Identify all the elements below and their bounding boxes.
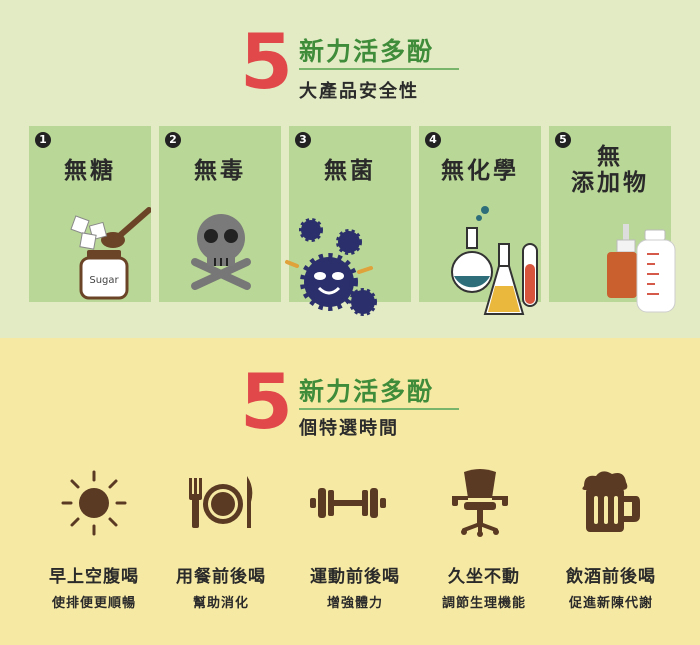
card-number: 4	[425, 132, 441, 148]
card-number: 3	[295, 132, 311, 148]
card-number: 5	[555, 132, 571, 148]
sugar-jar-icon: Sugar	[70, 207, 151, 300]
germs-icon	[285, 218, 377, 316]
card-label: 無糖	[64, 158, 116, 184]
title-underline	[299, 68, 459, 70]
number-five-heading: 5	[240, 357, 293, 446]
card-label: 無化學	[441, 158, 519, 184]
section2-subtitle: 個特選時間	[299, 418, 399, 439]
bottles-icon	[607, 224, 676, 313]
time-desc-meal: 幫助消化	[192, 596, 249, 611]
time-label-drinking: 飲酒前後喝	[566, 567, 656, 587]
card-sterile: 3 無菌	[285, 126, 411, 316]
card-number: 2	[165, 132, 181, 148]
time-label-sitting: 久坐不動	[448, 567, 520, 587]
section1-title: 新力活多酚	[299, 37, 435, 66]
card-label-line1: 無	[597, 144, 623, 170]
dining-plate-icon	[189, 476, 253, 528]
card-sugar-free: 1 無糖 Sugar	[29, 126, 151, 302]
sun-icon	[61, 470, 127, 536]
card-label: 無菌	[324, 158, 376, 184]
dumbbell-icon	[310, 488, 386, 518]
title-underline	[299, 408, 459, 410]
lab-flasks-icon	[451, 206, 538, 315]
card-label: 無 添加物	[549, 144, 671, 197]
time-label-exercise: 運動前後喝	[310, 567, 400, 587]
section2-title: 新力活多酚	[299, 377, 435, 406]
jar-label: Sugar	[89, 275, 119, 286]
card-label-line2: 添加物	[571, 170, 649, 197]
card-non-toxic: 2 無毒	[159, 126, 281, 302]
time-desc-exercise: 增強體力	[326, 596, 383, 611]
section1-subtitle: 大產品安全性	[299, 81, 419, 102]
time-label-meal: 用餐前後喝	[176, 567, 266, 587]
number-five-heading: 5	[240, 17, 293, 106]
beer-mug-icon	[582, 471, 640, 532]
time-desc-morning: 使排便更順暢	[51, 596, 136, 611]
card-number: 1	[35, 132, 51, 148]
office-chair-icon	[452, 469, 508, 537]
time-desc-drinking: 促進新陳代謝	[568, 596, 653, 611]
recommended-times-section	[0, 338, 700, 645]
card-no-additives: 5 無 添加物	[549, 126, 676, 313]
card-chemical-free: 4 無化學	[419, 126, 541, 315]
card-label: 無毒	[194, 158, 246, 184]
time-desc-sitting: 調節生理機能	[441, 596, 526, 611]
skull-crossbones-icon	[191, 214, 251, 290]
time-label-morning: 早上空腹喝	[49, 567, 139, 587]
